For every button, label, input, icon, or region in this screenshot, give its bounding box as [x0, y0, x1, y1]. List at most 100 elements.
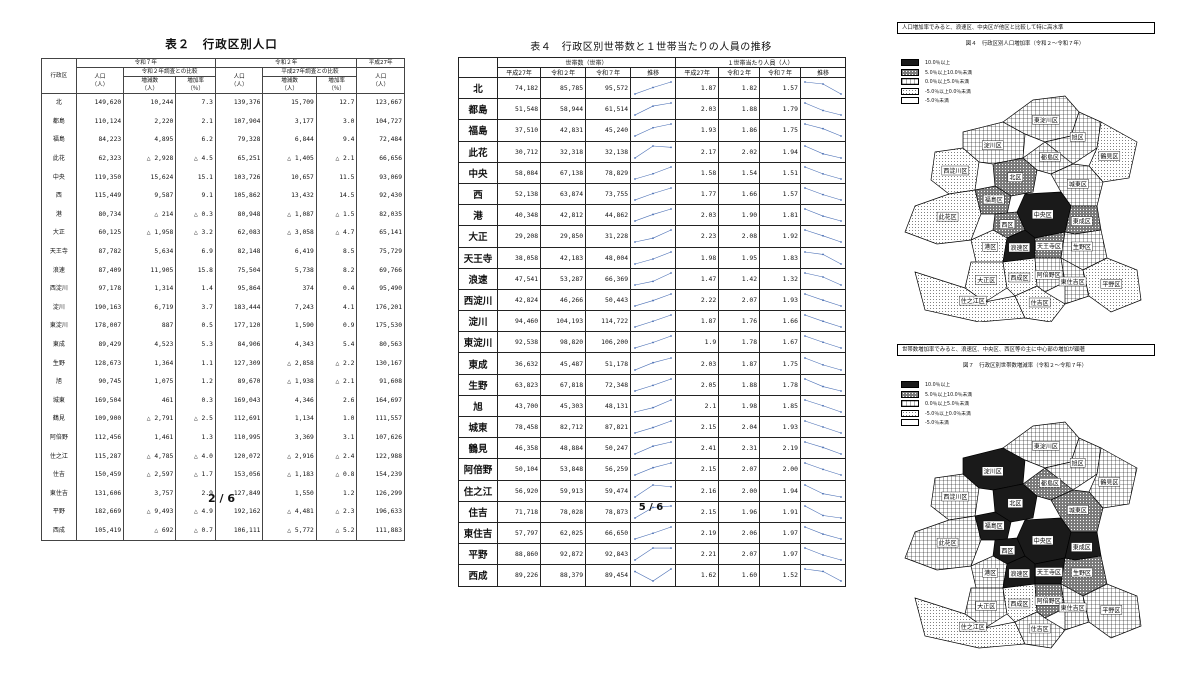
table-cell: 45,240	[585, 119, 632, 142]
ward-label-higashinari: 東成区	[1071, 216, 1093, 226]
ward-label-text: 旭区	[1072, 133, 1084, 141]
ward-name: 生野	[41, 354, 77, 373]
ward-name: 旭	[458, 394, 498, 418]
trend-point	[804, 229, 806, 232]
table-cell: 89,670	[214, 372, 264, 392]
trend-sparkline	[634, 208, 672, 223]
table-cell: 75,729	[356, 242, 405, 262]
table4-households: 世帯数（世帯） １世帯当たり人員（人） 平成27年 令和２年 令和７年 推移 平…	[458, 57, 846, 587]
table-row: 平野 88,860 92,872 92,843 2.21 2.07 1.97	[458, 543, 846, 566]
trend-point	[670, 377, 672, 380]
table-cell: 111,557	[356, 410, 405, 429]
trend-cell	[800, 267, 846, 290]
trend-point	[822, 320, 824, 323]
ward-label-text: 阿倍野区	[1037, 597, 1061, 605]
table-cell: 92,872	[540, 543, 587, 566]
trend-point	[804, 399, 806, 401]
trend-point	[840, 474, 842, 477]
table-cell: 13,432	[262, 186, 317, 206]
table-cell: 91,608	[356, 372, 405, 392]
ward-label-box	[1008, 568, 1031, 579]
trend-line	[804, 484, 842, 497]
trend-point	[804, 568, 806, 571]
trend-cell	[800, 352, 846, 375]
trend-point	[652, 426, 654, 429]
table-row: 此花 30,712 32,318 32,138 2.17 2.02 1.94	[458, 140, 846, 163]
table-cell: △ 4.5	[175, 149, 216, 169]
table-cell: 6.2	[175, 131, 216, 150]
table-cell: 48,884	[540, 437, 587, 460]
trend-point	[670, 123, 672, 126]
table-cell: 50,443	[585, 288, 632, 312]
table-row: 鶴見 46,358 48,884 50,247 2.41 2.31 2.19	[458, 437, 846, 460]
trend-line	[804, 272, 842, 286]
table-cell: 15,624	[123, 168, 177, 187]
trend-cell	[630, 394, 677, 418]
legend-swatch-solid	[901, 381, 919, 389]
trend-sparkline	[634, 165, 672, 180]
table-cell: 1.76	[718, 310, 761, 333]
trend-point	[822, 514, 824, 517]
ward-label-box	[1058, 276, 1087, 287]
table-cell: 80,734	[75, 205, 125, 225]
trend-line	[634, 124, 672, 137]
table-row: 阿倍野 50,104 53,848 56,259 2.15 2.07 2.00	[458, 458, 846, 481]
table-cell: 2.16	[675, 479, 720, 502]
map2-panel: 世帯数増加率でみると、浪速区、中央区、西区等の主に中心部の増加が顕著 図７ 行政…	[875, 344, 1175, 656]
table-cell: 2.07	[718, 458, 761, 481]
table-cell: 1.90	[718, 204, 761, 227]
table-cell: 11,905	[123, 261, 177, 280]
table-cell: △ 4,481	[262, 503, 317, 522]
table-cell: 1,590	[262, 317, 317, 336]
trend-point	[670, 187, 672, 189]
table-row: 大正 29,208 29,850 31,228 2.23 2.08 1.92	[458, 225, 846, 248]
trend-cell	[800, 310, 846, 333]
trend-sparkline	[804, 81, 842, 95]
ward-name: 阿倍野	[458, 458, 498, 481]
table-cell: 57,797	[496, 521, 542, 545]
table-cell: 120,072	[214, 447, 264, 466]
table-row: 住之江 115,287 △ 4,785 △ 4.0 120,072 △ 2,916 △ 2.…	[41, 447, 405, 466]
ward-label-box	[983, 194, 1005, 205]
table-cell: 178,007	[75, 317, 125, 336]
trend-cell	[800, 331, 846, 354]
legend-label: -5.0％未満	[925, 99, 949, 105]
table-cell: 150,459	[75, 465, 125, 485]
table-cell: 92,538	[496, 331, 542, 354]
ward-label-text: 阿倍野区	[1037, 271, 1061, 279]
table-cell: 46,266	[540, 288, 587, 312]
trend-point	[804, 144, 806, 147]
ward-label-box	[1071, 567, 1093, 578]
table-cell: 2.19	[675, 521, 720, 545]
ward-label-ikuno: 生野区	[1071, 567, 1093, 578]
ward-label-box	[959, 295, 987, 306]
table-cell: 43,700	[496, 394, 542, 418]
ward-label-box	[1008, 598, 1031, 609]
trend-line	[804, 526, 842, 540]
table-cell: 63,823	[496, 373, 542, 396]
table-cell: 89,429	[75, 335, 125, 355]
trend-point	[822, 109, 824, 112]
trend-point	[652, 406, 654, 409]
trend-point	[670, 271, 672, 274]
ward-label-abeno: 阿倍野区	[1034, 269, 1063, 280]
trend-sparkline	[804, 441, 842, 456]
table-cell: 60,125	[75, 224, 125, 243]
table-cell: 72,484	[356, 131, 405, 150]
trend-sparkline	[634, 102, 672, 117]
trend-sparkline	[634, 144, 672, 159]
table-row: 阿倍野 112,456 1,461 1.3 110,995 3,369 3.1 107,626	[41, 428, 405, 448]
ward-label-text: 東成区	[1073, 218, 1091, 226]
table2-population: 行政区 令和７年 令和２年 平成27年 人口 （人） 令和２年調査との比較 人口…	[41, 58, 405, 542]
table-cell: △ 4,785	[123, 447, 177, 466]
trend-sparkline	[634, 483, 672, 498]
ward-name: 西	[458, 182, 498, 206]
ward-name: 平野	[458, 543, 498, 566]
table-cell: 1.66	[718, 182, 761, 206]
ward-label-text: 此花区	[939, 213, 957, 221]
table-cell: 72,348	[585, 373, 632, 396]
ward-label-box	[1071, 241, 1093, 252]
ward-label-box	[936, 211, 959, 222]
table-cell: 105,419	[75, 521, 125, 542]
table-cell: 164,697	[356, 391, 405, 411]
